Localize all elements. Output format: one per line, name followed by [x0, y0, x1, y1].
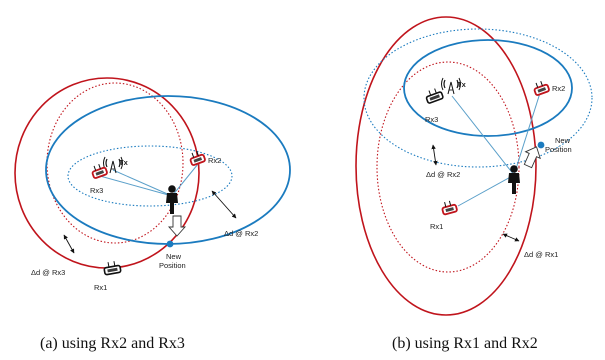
- rx2-inner-ellipse: [363, 28, 593, 168]
- person-icon: [166, 185, 178, 214]
- receiver-node-icon: [425, 88, 444, 104]
- delta-rx3-label: Δd @ Rx3: [31, 268, 65, 277]
- delta-rx2-arrow: [431, 144, 438, 166]
- link-person-tx: [112, 169, 173, 197]
- receiver-node-icon: [103, 261, 122, 276]
- link-person-tx: [451, 95, 515, 176]
- rx1-outer-ellipse: [355, 16, 537, 316]
- delta-rx2-arrow: [211, 190, 237, 219]
- rx3-inner-ellipse: [46, 82, 184, 244]
- caption-b: (b) using Rx1 and Rx2: [392, 335, 538, 352]
- panel-a: Tx Rx3 Rx2 Rx1: [14, 77, 291, 292]
- rx2-label: Rx2: [208, 156, 221, 165]
- link-person-rx2: [513, 92, 541, 176]
- new-position-label-line2: Position: [545, 145, 572, 154]
- receiver-node-icon: [441, 200, 458, 216]
- delta-rx2-label: Δd @ Rx2: [224, 229, 258, 238]
- rx3-label: Rx3: [90, 186, 103, 195]
- rx3-label: Rx3: [425, 115, 438, 124]
- rx2-label: Rx2: [552, 84, 565, 93]
- new-position-label-line2: Position: [159, 261, 186, 270]
- new-position-dot: [537, 141, 545, 149]
- caption-a: (a) using Rx2 and Rx3: [40, 335, 185, 352]
- rx2-outer-ellipse: [403, 39, 573, 137]
- antenna-tower-icon: [441, 77, 461, 95]
- movement-arrow-icon: [167, 215, 187, 237]
- person-icon: [508, 165, 520, 194]
- delta-rx3-arrow: [63, 234, 75, 254]
- tx-label: Tx: [457, 80, 467, 89]
- rx2-inner-ellipse: [67, 145, 233, 207]
- link-person-rx1: [457, 174, 515, 207]
- delta-rx1-arrow: [502, 233, 520, 242]
- panel-b: Tx Rx3 Rx2 Rx1: [355, 16, 593, 316]
- link-person-rx2: [171, 163, 199, 197]
- receiver-node-icon: [91, 164, 108, 179]
- tx-label: Tx: [119, 158, 129, 167]
- antenna-tower-icon: [103, 156, 123, 174]
- new-position-label-line1: New: [555, 136, 571, 145]
- receiver-node-icon: [189, 151, 206, 166]
- new-position-dot: [166, 240, 174, 248]
- receiver-node-icon: [533, 81, 550, 96]
- delta-rx2-label: Δd @ Rx2: [426, 170, 460, 179]
- movement-arrow-icon: [523, 146, 541, 169]
- rx2-outer-ellipse: [45, 95, 291, 245]
- delta-rx1-label: Δd @ Rx1: [524, 250, 558, 259]
- link-person-rx3: [99, 175, 173, 197]
- rx1-inner-ellipse: [376, 61, 520, 273]
- new-position-label-line1: New: [166, 252, 182, 261]
- rx1-label: Rx1: [94, 283, 107, 292]
- rx1-label: Rx1: [430, 222, 443, 231]
